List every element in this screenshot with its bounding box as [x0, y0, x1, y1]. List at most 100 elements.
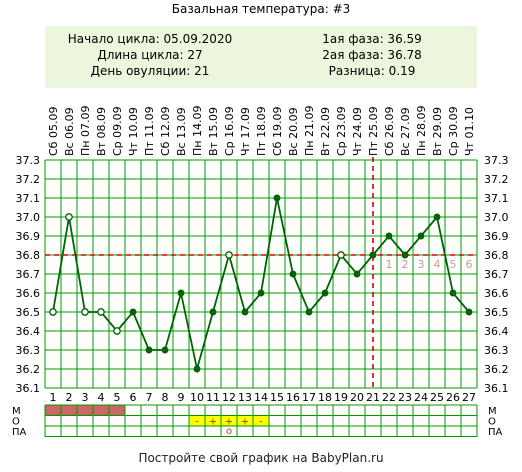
- mucus-mark-14: -: [259, 417, 263, 428]
- x-tick-17: 17: [302, 391, 316, 404]
- x-tick-20: 20: [350, 391, 364, 404]
- date-label-13: Чт 17.09: [239, 107, 252, 156]
- date-labels: Сб 05.09 Вс 06.09 Пн 07.09 Вт 08.09 Ср 09.09…: [47, 106, 476, 156]
- date-label-21: Пт 25.09: [367, 106, 380, 156]
- mucus-mark-13: +: [241, 417, 249, 428]
- y-tick-right: 37.2: [484, 173, 509, 186]
- y-tick-right: 36.3: [484, 344, 509, 357]
- intercourse-mark-12: o: [226, 426, 232, 437]
- data-point-11: [209, 308, 217, 316]
- x-tick-24: 24: [414, 391, 428, 404]
- x-tick-25: 25: [430, 391, 444, 404]
- data-point-25: [433, 213, 441, 221]
- y-tick-right: 36.2: [484, 363, 509, 376]
- date-label-6: Чт 10.09: [127, 107, 140, 156]
- data-point-2: [65, 213, 73, 221]
- data-point-4: [97, 308, 105, 316]
- date-label-14: Пт 18.09: [255, 106, 268, 156]
- y-tick-left: 36.9: [16, 230, 41, 243]
- data-point-22: [385, 232, 393, 240]
- post-ovulation-label-5: 5: [450, 258, 457, 271]
- mucus-cell-13: [237, 415, 253, 426]
- post-ovulation-label-4: 4: [434, 258, 441, 271]
- y-tick-left: 36.1: [16, 382, 41, 395]
- footer-link[interactable]: Постройте свой график на BabyPlan.ru: [138, 451, 384, 465]
- x-tick-23: 23: [398, 391, 412, 404]
- y-tick-left: 37.2: [16, 173, 41, 186]
- coverline-and-ovulation: [45, 157, 477, 388]
- x-tick-10: 10: [190, 391, 204, 404]
- temperature-line: [52, 197, 470, 370]
- x-tick-13: 13: [238, 391, 252, 404]
- x-tick-19: 19: [334, 391, 348, 404]
- date-label-24: Пн 28.09: [415, 106, 428, 156]
- data-point-5: [113, 327, 121, 335]
- x-tick-12: 12: [222, 391, 236, 404]
- row-label-left-0: М: [12, 406, 21, 417]
- data-point-24: [417, 232, 425, 240]
- y-tick-left: 36.4: [16, 325, 41, 338]
- data-point-19: [337, 251, 345, 259]
- date-label-26: Ср 30.09: [447, 106, 460, 156]
- x-tick-21: 21: [366, 391, 380, 404]
- mucus-mark-12: +: [225, 417, 233, 428]
- y-tick-right: 37.3: [484, 154, 509, 167]
- data-point-10: [193, 365, 201, 373]
- date-label-18: Вт 22.09: [319, 107, 332, 156]
- data-point-13: [241, 308, 249, 316]
- date-label-20: Чт 24.09: [351, 107, 364, 156]
- y-tick-right: 36.8: [484, 249, 509, 262]
- y-tick-left: 36.3: [16, 344, 41, 357]
- mucus-cell-14: [253, 415, 269, 426]
- x-tick-3: 3: [82, 391, 89, 404]
- difference-text: Разница: 0.19: [328, 64, 416, 78]
- cycle-length-text: Длина цикла: 27: [97, 48, 203, 62]
- y-tick-right: 36.1: [484, 382, 509, 395]
- x-tick-labels: 1 2 3 4 5 6 7 8 9 10 11 12 13 14 15 16 17 18 19 20 21 22 23 24 2…: [50, 391, 477, 404]
- x-tick-9: 9: [178, 391, 185, 404]
- y-tick-right: 36.7: [484, 268, 509, 281]
- y-tick-left: 37.3: [16, 154, 41, 167]
- y-tick-right: 37.0: [484, 211, 509, 224]
- post-ovulation-label-6: 6: [466, 258, 473, 271]
- data-point-23: [401, 251, 409, 259]
- y-tick-right: 36.9: [484, 230, 509, 243]
- row-label-left-1: О: [12, 417, 20, 428]
- chart-title: Базальная температура: #3: [171, 2, 351, 16]
- post-ovulation-label-3: 3: [418, 258, 425, 271]
- mucus-cell-12: [221, 415, 237, 426]
- data-point-21: [369, 251, 377, 259]
- y-tick-right: 36.4: [484, 325, 509, 338]
- y-tick-left: 36.6: [16, 287, 41, 300]
- menstruation-cell-3: [77, 405, 93, 416]
- temperature-series: [49, 194, 473, 373]
- data-point-27: [465, 308, 473, 316]
- data-point-12: [225, 251, 233, 259]
- row-label-left-2: ПА: [12, 427, 27, 438]
- x-tick-22: 22: [382, 391, 396, 404]
- x-tick-1: 1: [50, 391, 57, 404]
- date-label-22: Сб 26.09: [383, 107, 396, 156]
- date-label-11: Вт 15.09: [207, 107, 220, 156]
- date-label-4: Вт 08.09: [95, 107, 108, 156]
- data-point-26: [449, 289, 457, 297]
- y-tick-left: 36.5: [16, 306, 41, 319]
- date-label-25: Вт 29.09: [431, 107, 444, 156]
- y-tick-right: 36.6: [484, 287, 509, 300]
- x-tick-26: 26: [446, 391, 460, 404]
- y-tick-left: 36.2: [16, 363, 41, 376]
- data-point-7: [145, 346, 153, 354]
- date-label-10: Пн 14.09: [191, 106, 204, 156]
- date-label-1: Сб 05.09: [47, 107, 60, 156]
- x-tick-14: 14: [254, 391, 268, 404]
- data-point-9: [177, 289, 185, 297]
- data-point-6: [129, 308, 137, 316]
- y-tick-right: 37.1: [484, 192, 509, 205]
- mucus-cell-10: [189, 415, 205, 426]
- menstruation-cell-4: [93, 405, 109, 416]
- mucus-cell-11: [205, 415, 221, 426]
- x-tick-16: 16: [286, 391, 300, 404]
- phase2-text: 2ая фаза: 36.78: [322, 48, 422, 62]
